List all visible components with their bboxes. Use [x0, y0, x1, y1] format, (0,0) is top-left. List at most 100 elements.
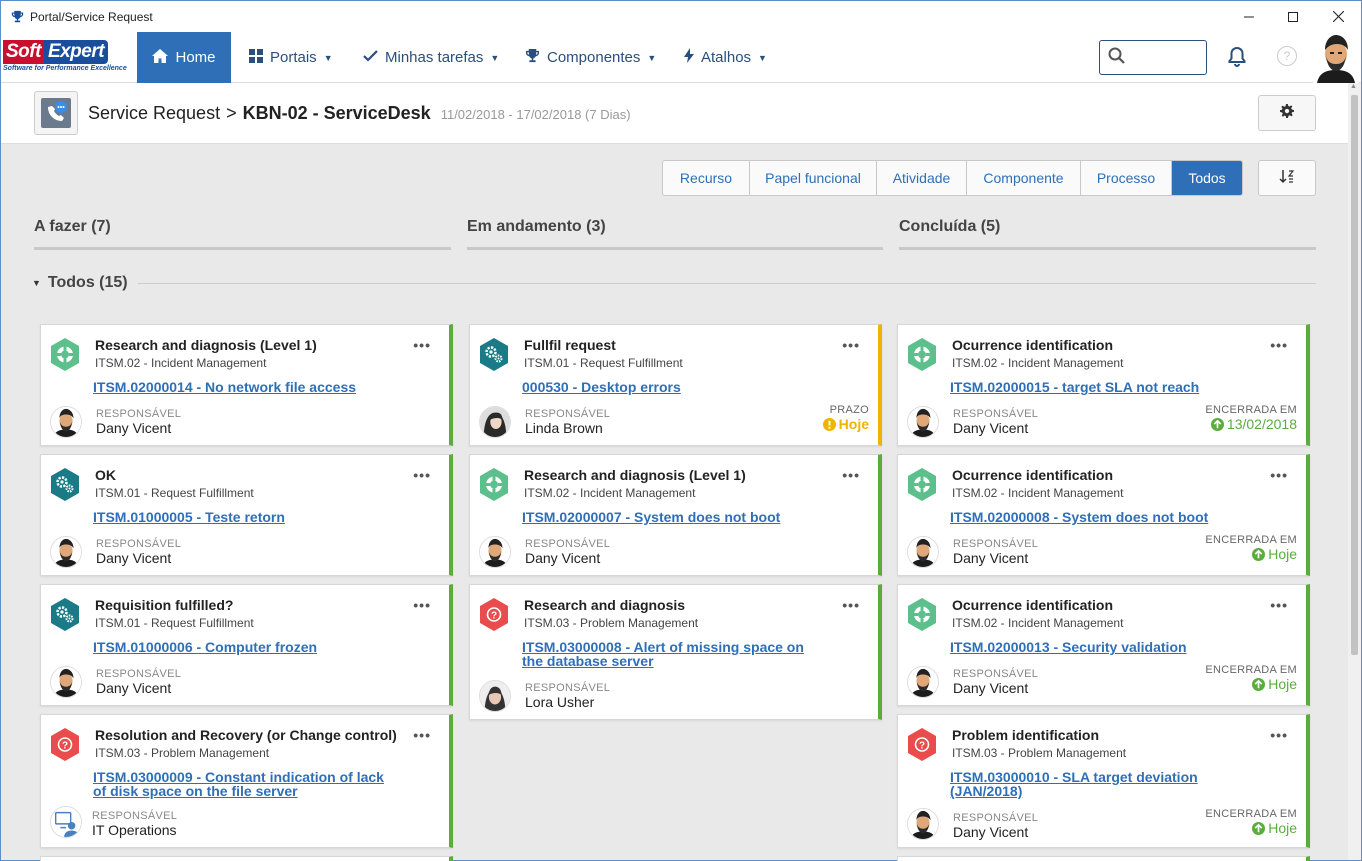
kanban-card[interactable]: Ocurrence identification ITSM.02 - Incid… [897, 454, 1310, 576]
nav-atalhos[interactable]: Atalhos ▼ [684, 32, 767, 83]
filter-recurso[interactable]: Recurso [663, 161, 750, 195]
closed-status: ENCERRADA EM Hoje [1205, 534, 1297, 562]
filter-atividade[interactable]: Atividade [877, 161, 967, 195]
logo-soft-text: Soft [3, 40, 44, 64]
card-link[interactable]: ITSM.02000014 - No network file access [93, 379, 357, 395]
filter-todos[interactable]: Todos [1172, 161, 1242, 195]
search-input[interactable] [1099, 40, 1207, 75]
help-icon[interactable]: ? [1277, 46, 1297, 66]
responsible-name: Lora Usher [525, 694, 595, 710]
avatar [50, 406, 82, 438]
card-title: Problem identification [952, 727, 1100, 743]
card-link[interactable]: ITSM.03000010 - SLA target deviation (JA… [950, 769, 1198, 799]
user-avatar[interactable] [1313, 32, 1359, 83]
arrow-up-icon [1211, 418, 1224, 431]
scrollbar-thumb[interactable] [1351, 95, 1358, 655]
gears-icon [479, 338, 509, 371]
card-link[interactable]: ITSM.03000009 - Constant indication of l… [93, 769, 384, 799]
trophy-icon [525, 48, 540, 67]
kanban-card[interactable] [897, 856, 1310, 861]
kanban-card[interactable]: Ocurrence identification ITSM.02 - Incid… [897, 584, 1310, 706]
kanban-card[interactable]: Resolution and Recovery (or Change contr… [40, 714, 453, 848]
bell-icon[interactable] [1227, 46, 1247, 72]
kanban-card[interactable]: Problem identification ITSM.03 - Problem… [897, 714, 1310, 848]
responsible-name: Linda Brown [525, 420, 603, 436]
kanban-card[interactable]: Requisition fulfilled? ITSM.01 - Request… [40, 584, 453, 706]
logo-expert-text: Expert [43, 40, 109, 64]
more-options-icon[interactable]: ••• [413, 337, 431, 353]
settings-button[interactable] [1258, 95, 1316, 131]
nav-componentes[interactable]: Componentes ▼ [525, 32, 656, 83]
top-navbar: Soft Expert Software for Performance Exc… [1, 32, 1361, 83]
more-options-icon[interactable]: ••• [1270, 467, 1288, 483]
closed-value: Hoje [1205, 676, 1297, 692]
card-link[interactable]: ITSM.01000006 - Computer frozen [93, 639, 318, 655]
column-header-doing: Em andamento (3) [467, 217, 883, 250]
nav-portais[interactable]: Portais ▼ [249, 32, 333, 83]
card-link[interactable]: ITSM.01000005 - Teste retorn [93, 509, 285, 525]
more-options-icon[interactable]: ••• [842, 467, 860, 483]
sort-icon [1279, 169, 1295, 187]
kanban-card[interactable]: OK ITSM.01 - Request Fulfillment ••• ITS… [40, 454, 453, 576]
kanban-card[interactable]: Research and diagnosis (Level 1) ITSM.02… [40, 324, 453, 446]
scroll-up-icon[interactable]: ▲ [1350, 83, 1357, 90]
card-link[interactable]: ITSM.02000007 - System does not boot [522, 509, 781, 525]
kanban-card[interactable]: Research and diagnosis (Level 1) ITSM.02… [469, 454, 882, 576]
minimize-button[interactable] [1226, 1, 1272, 32]
card-link[interactable]: ITSM.02000008 - System does not boot [950, 509, 1209, 525]
avatar [907, 406, 939, 438]
filter-button-group: Recurso Papel funcional Atividade Compon… [662, 160, 1243, 196]
service-request-icon [34, 91, 78, 135]
more-options-icon[interactable]: ••• [1270, 337, 1288, 353]
responsible-name: Dany Vicent [953, 680, 1029, 696]
more-options-icon[interactable]: ••• [413, 727, 431, 743]
kanban-card[interactable] [40, 856, 453, 861]
kanban-card[interactable]: Research and diagnosis ITSM.03 - Problem… [469, 584, 882, 720]
nav-home[interactable]: Home [137, 32, 231, 83]
breadcrumb-root[interactable]: Service Request [88, 103, 221, 123]
more-options-icon[interactable]: ••• [1270, 727, 1288, 743]
kanban-card[interactable]: Ocurrence identification ITSM.02 - Incid… [897, 324, 1310, 446]
avatar [907, 808, 939, 840]
nav-componentes-label: Componentes [547, 49, 641, 66]
nav-minhas-tarefas[interactable]: Minhas tarefas ▼ [363, 32, 499, 83]
closed-date: Hoje [1268, 676, 1297, 692]
card-title: Ocurrence identification [952, 337, 1114, 353]
card-link[interactable]: ITSM.03000008 - Alert of missing space o… [522, 639, 804, 669]
deadline-value: Hoje [823, 416, 869, 432]
more-options-icon[interactable]: ••• [1270, 597, 1288, 613]
nav-minhas-tarefas-label: Minhas tarefas [385, 49, 484, 66]
kanban-card[interactable]: Fullfil request ITSM.01 - Request Fulfil… [469, 324, 882, 446]
arrow-up-icon [1252, 548, 1265, 561]
filter-componente[interactable]: Componente [967, 161, 1081, 195]
gears-icon [50, 468, 80, 501]
more-options-icon[interactable]: ••• [842, 597, 860, 613]
card-link[interactable]: 000530 - Desktop errors [522, 379, 681, 395]
window-title: Portal/Service Request [30, 9, 153, 24]
responsible-label: RESPONSÁVEL [953, 812, 1039, 824]
gear-icon [1280, 104, 1294, 122]
home-icon [152, 48, 169, 67]
card-link[interactable]: ITSM.02000015 - target SLA not reach [950, 379, 1200, 395]
card-title: OK [95, 467, 116, 483]
more-options-icon[interactable]: ••• [413, 597, 431, 613]
breadcrumb-separator: > [226, 103, 237, 123]
filter-processo[interactable]: Processo [1081, 161, 1172, 195]
maximize-button[interactable] [1270, 1, 1316, 32]
more-options-icon[interactable]: ••• [413, 467, 431, 483]
responsible-name: Dany Vicent [96, 550, 172, 566]
sort-button[interactable] [1258, 160, 1316, 196]
swimlane-group[interactable]: ▼ Todos (15) [32, 273, 1316, 293]
card-link[interactable]: ITSM.02000013 - Security validation [950, 639, 1187, 655]
more-options-icon[interactable]: ••• [842, 337, 860, 353]
close-button[interactable] [1315, 1, 1361, 32]
closed-label: ENCERRADA EM [1205, 808, 1297, 820]
lifebuoy-icon [907, 338, 937, 371]
filter-papel-funcional[interactable]: Papel funcional [750, 161, 877, 195]
vertical-scrollbar[interactable]: ▲ [1348, 83, 1361, 860]
responsible-name: Dany Vicent [525, 550, 601, 566]
closed-value: Hoje [1205, 546, 1297, 562]
softexpert-logo[interactable]: Soft Expert Software for Performance Exc… [3, 40, 131, 76]
card-process: ITSM.01 - Request Fulfillment [95, 486, 254, 500]
closed-date: Hoje [1268, 820, 1297, 836]
